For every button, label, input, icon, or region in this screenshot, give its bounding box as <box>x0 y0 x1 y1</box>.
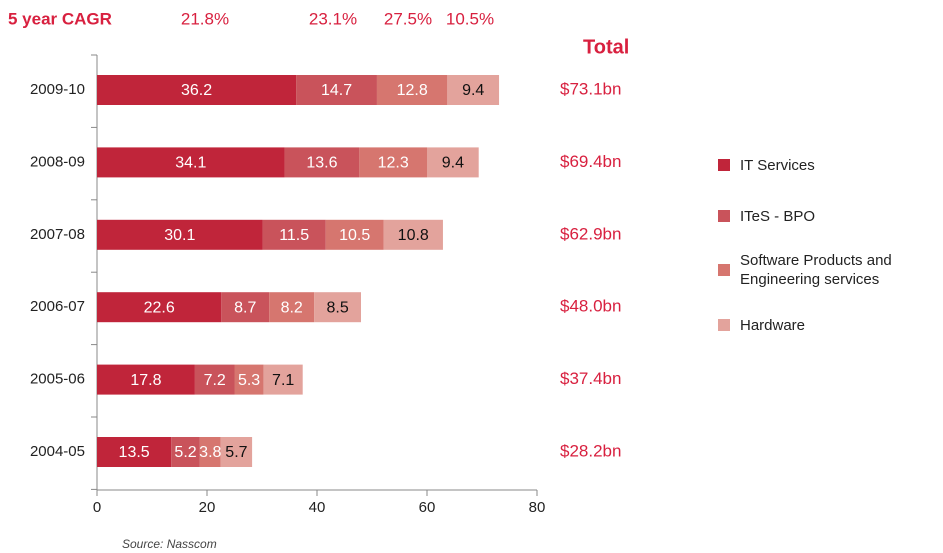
bar-segment <box>97 364 195 395</box>
bar-segment <box>383 219 443 250</box>
data-label: 13.6 <box>306 155 337 172</box>
data-label: 10.5 <box>339 227 370 244</box>
bar-segment <box>194 364 235 395</box>
data-label: 12.8 <box>397 82 428 99</box>
bar-segment <box>97 219 263 250</box>
bar-segment <box>263 364 303 395</box>
data-label: 9.4 <box>462 82 484 99</box>
total-label: $37.4bn <box>560 369 621 388</box>
cagr-label: 21.8% <box>181 9 229 28</box>
total-label: $73.1bn <box>560 79 621 98</box>
totals-title: Total <box>583 36 629 58</box>
data-label: 14.7 <box>321 82 352 99</box>
bar-segment <box>221 292 270 323</box>
data-label: 7.2 <box>204 372 226 389</box>
bar-segment <box>296 75 377 105</box>
data-label: 11.5 <box>279 227 309 244</box>
bar-segment <box>97 147 285 178</box>
data-label: 10.8 <box>398 227 429 244</box>
data-label: 36.2 <box>181 82 212 99</box>
bar-segment <box>314 292 361 323</box>
source: Source: Nasscom <box>122 537 217 551</box>
bar-segment <box>262 219 326 250</box>
x-tick-label: 40 <box>309 499 326 516</box>
data-label: 12.3 <box>378 155 409 172</box>
x-tick-label: 0 <box>93 499 101 516</box>
bar-segment <box>97 437 172 467</box>
bar-segment <box>199 437 221 467</box>
data-label: 5.7 <box>225 444 247 461</box>
y-tick-label: 2006-07 <box>30 298 85 315</box>
total-label: $69.4bn <box>560 152 621 171</box>
bar-segment <box>284 147 360 178</box>
y-tick-label: 2005-06 <box>30 371 85 388</box>
data-label: 34.1 <box>175 155 206 172</box>
bar-segment <box>171 437 200 467</box>
cagr-label: 27.5% <box>384 9 432 28</box>
bar-segment <box>97 292 222 323</box>
legend-swatch <box>718 264 730 276</box>
data-label: 9.4 <box>442 155 464 172</box>
data-label: 13.5 <box>119 444 150 461</box>
legend-swatch <box>718 159 730 171</box>
bar-segment <box>269 292 315 323</box>
total-label: $62.9bn <box>560 224 621 243</box>
legend-label: IT Services <box>740 156 815 174</box>
cagr-label: 10.5% <box>446 9 494 28</box>
data-label: 30.1 <box>164 227 195 244</box>
bar-segment <box>97 75 297 105</box>
x-tick-label: 60 <box>419 499 436 516</box>
y-tick-label: 2007-08 <box>30 226 85 243</box>
data-label: 8.2 <box>281 299 303 316</box>
data-label: 17.8 <box>130 372 161 389</box>
data-label: 5.3 <box>238 372 260 389</box>
bar-segment <box>376 75 448 105</box>
bar-segment <box>359 147 427 178</box>
data-label: 7.1 <box>272 372 294 389</box>
bar-segment <box>427 147 479 178</box>
cagr-label: 23.1% <box>309 9 357 28</box>
data-label: 8.5 <box>327 299 349 316</box>
legend-swatch <box>718 319 730 331</box>
cagr-title: 5 year CAGR <box>8 9 112 28</box>
y-tick-label: 2009-10 <box>30 81 85 98</box>
legend-swatch <box>718 210 730 222</box>
bar-segment <box>447 75 500 105</box>
total-label: $48.0bn <box>560 297 621 316</box>
data-label: 22.6 <box>144 299 175 316</box>
legend-label: Hardware <box>740 316 806 334</box>
data-label: 5.2 <box>174 444 196 461</box>
x-tick-label: 80 <box>529 499 546 516</box>
y-tick-label: 2004-05 <box>30 443 85 460</box>
total-label: $28.2bn <box>560 441 621 460</box>
data-label: 3.8 <box>199 444 221 461</box>
x-tick-label: 20 <box>199 499 216 516</box>
legend-label: Software Products and Engineering servic… <box>740 252 892 288</box>
bar-segment <box>220 437 253 467</box>
legend-label: ITeS - BPO <box>740 207 816 225</box>
bar-segment <box>234 364 264 395</box>
data-label: 8.7 <box>234 299 256 316</box>
bar-segment <box>325 219 384 250</box>
y-tick-label: 2008-09 <box>30 153 85 170</box>
